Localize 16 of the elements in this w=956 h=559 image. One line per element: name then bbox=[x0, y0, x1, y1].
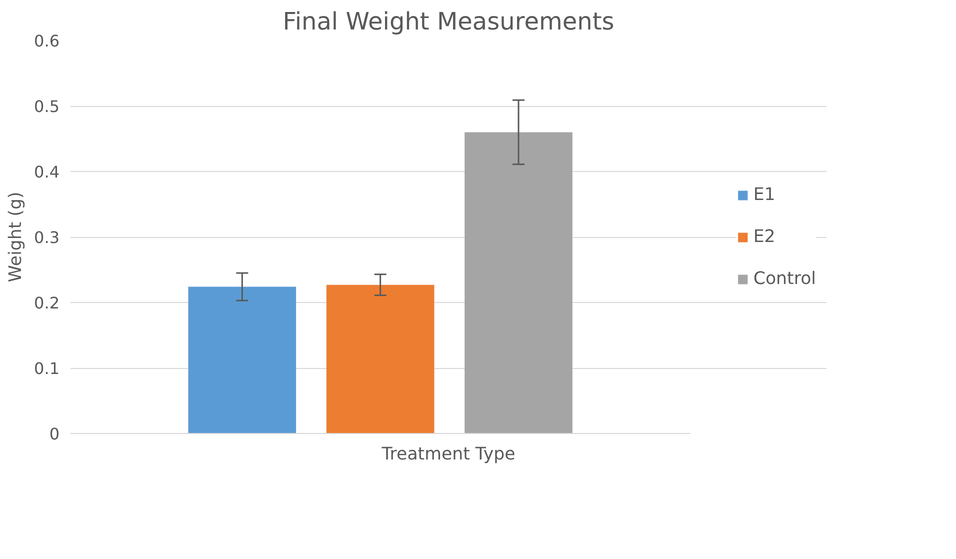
y-axis-title: Weight (g) bbox=[6, 192, 26, 282]
y-tick-label: 0.1 bbox=[34, 359, 60, 378]
y-tick-label: 0.5 bbox=[34, 97, 60, 116]
bar bbox=[188, 286, 296, 434]
legend-label: Control bbox=[753, 268, 816, 288]
y-tick-label: 0 bbox=[49, 424, 60, 444]
y-tick-label: 0.2 bbox=[34, 294, 60, 312]
legend-label: E2 bbox=[753, 226, 776, 246]
y-tick-label: 0.3 bbox=[34, 228, 60, 247]
chart-title: Final Weight Measurements bbox=[282, 8, 614, 36]
bar bbox=[464, 132, 572, 434]
legend-label: E1 bbox=[753, 184, 776, 204]
y-tick-label: 0.6 bbox=[34, 32, 60, 50]
x-axis-title: Treatment Type bbox=[380, 444, 516, 464]
bar bbox=[326, 284, 434, 434]
y-tick-label: 0.4 bbox=[34, 162, 60, 182]
